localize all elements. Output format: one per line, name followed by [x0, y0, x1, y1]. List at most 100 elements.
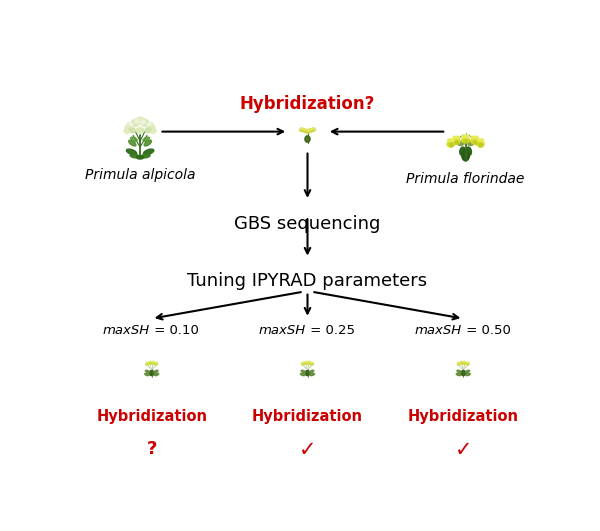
Ellipse shape — [139, 124, 142, 127]
Text: Hybridization: Hybridization — [408, 409, 519, 424]
Text: Tuning IPYRAD parameters: Tuning IPYRAD parameters — [187, 272, 428, 290]
Text: Hybridization: Hybridization — [96, 409, 207, 424]
Ellipse shape — [306, 130, 309, 131]
Ellipse shape — [463, 135, 465, 138]
Text: ?: ? — [146, 440, 157, 458]
Ellipse shape — [128, 140, 136, 146]
Ellipse shape — [462, 149, 469, 161]
Ellipse shape — [151, 130, 156, 134]
Ellipse shape — [310, 363, 313, 365]
Ellipse shape — [461, 361, 463, 363]
Ellipse shape — [304, 129, 306, 130]
Ellipse shape — [466, 363, 469, 365]
Ellipse shape — [154, 373, 159, 375]
Ellipse shape — [307, 362, 310, 364]
Ellipse shape — [305, 136, 310, 142]
Ellipse shape — [124, 130, 129, 134]
Ellipse shape — [457, 370, 461, 373]
Ellipse shape — [466, 135, 469, 138]
Ellipse shape — [301, 373, 305, 375]
Ellipse shape — [452, 138, 460, 144]
Ellipse shape — [126, 123, 134, 129]
Ellipse shape — [311, 362, 313, 363]
Ellipse shape — [135, 117, 145, 125]
Ellipse shape — [308, 129, 312, 132]
Ellipse shape — [142, 154, 150, 158]
Ellipse shape — [152, 361, 154, 363]
Ellipse shape — [464, 140, 468, 143]
Ellipse shape — [303, 129, 307, 132]
Text: ✓: ✓ — [299, 440, 316, 460]
Ellipse shape — [463, 141, 469, 144]
Ellipse shape — [146, 123, 154, 129]
Ellipse shape — [464, 135, 467, 138]
Ellipse shape — [149, 362, 152, 364]
Text: GBS sequencing: GBS sequencing — [235, 215, 380, 233]
Ellipse shape — [141, 121, 145, 123]
Ellipse shape — [462, 138, 469, 143]
Ellipse shape — [447, 141, 455, 147]
Ellipse shape — [465, 370, 470, 373]
Ellipse shape — [312, 128, 314, 130]
Ellipse shape — [476, 141, 484, 147]
Text: maxSH: maxSH — [415, 324, 462, 337]
Ellipse shape — [143, 137, 149, 141]
Ellipse shape — [305, 130, 310, 133]
Ellipse shape — [461, 140, 465, 142]
Ellipse shape — [475, 136, 478, 139]
Ellipse shape — [149, 361, 151, 363]
Ellipse shape — [456, 373, 461, 375]
Ellipse shape — [461, 371, 466, 375]
Ellipse shape — [308, 361, 310, 363]
Ellipse shape — [310, 370, 314, 373]
Ellipse shape — [466, 140, 470, 142]
Ellipse shape — [135, 119, 139, 123]
Text: maxSH: maxSH — [103, 324, 150, 337]
Ellipse shape — [449, 139, 452, 141]
Text: = 0.50: = 0.50 — [462, 324, 511, 337]
Ellipse shape — [136, 127, 144, 133]
Ellipse shape — [146, 363, 149, 365]
Ellipse shape — [155, 363, 158, 365]
Text: ✓: ✓ — [455, 440, 472, 460]
Ellipse shape — [152, 362, 155, 364]
Ellipse shape — [472, 136, 475, 139]
Ellipse shape — [457, 363, 460, 365]
Ellipse shape — [468, 142, 474, 145]
Ellipse shape — [131, 119, 139, 126]
Ellipse shape — [479, 143, 482, 147]
Ellipse shape — [145, 373, 149, 375]
Ellipse shape — [301, 128, 303, 130]
Ellipse shape — [141, 119, 149, 126]
Ellipse shape — [129, 128, 136, 133]
Text: maxSH: maxSH — [259, 324, 306, 337]
Ellipse shape — [131, 137, 137, 141]
Ellipse shape — [155, 362, 157, 363]
Ellipse shape — [466, 373, 470, 375]
Ellipse shape — [130, 123, 133, 125]
Ellipse shape — [300, 128, 304, 132]
Ellipse shape — [305, 371, 310, 375]
Ellipse shape — [309, 129, 311, 130]
Text: Hybridization: Hybridization — [252, 409, 363, 424]
Ellipse shape — [301, 370, 305, 373]
Ellipse shape — [457, 136, 460, 139]
Ellipse shape — [149, 371, 154, 375]
Ellipse shape — [310, 373, 314, 375]
Ellipse shape — [455, 141, 458, 144]
Ellipse shape — [125, 126, 132, 132]
Ellipse shape — [463, 362, 466, 364]
Ellipse shape — [457, 142, 463, 145]
Ellipse shape — [466, 147, 472, 156]
Ellipse shape — [471, 138, 479, 144]
Ellipse shape — [311, 128, 315, 132]
Ellipse shape — [451, 139, 454, 141]
Ellipse shape — [302, 363, 305, 365]
Ellipse shape — [453, 136, 456, 139]
Ellipse shape — [305, 362, 308, 364]
Text: Primula florindae: Primula florindae — [406, 173, 525, 186]
Ellipse shape — [477, 139, 480, 141]
Ellipse shape — [458, 362, 460, 363]
Ellipse shape — [473, 136, 476, 139]
Ellipse shape — [448, 139, 450, 141]
